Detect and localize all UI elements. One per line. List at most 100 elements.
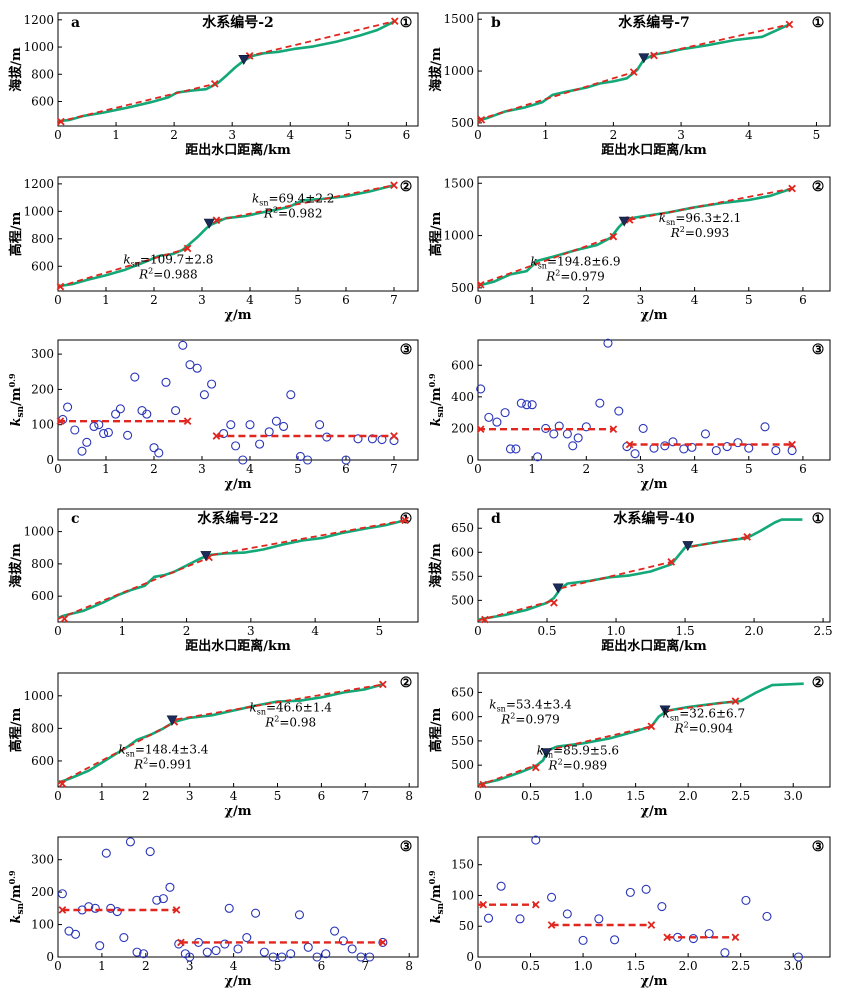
y-tick-label: 800 (31, 67, 54, 81)
x-tick-label: 2 (142, 789, 150, 803)
r2-r: R (264, 715, 274, 729)
ksn-point (295, 451, 305, 462)
panel-number: ① (812, 15, 825, 31)
r2-sup: 2 (274, 714, 279, 723)
ksn-point (178, 340, 188, 350)
knickpoint-marker (682, 541, 694, 552)
y-tick-label: 0 (46, 453, 54, 467)
r2-value: =0.904 (689, 722, 734, 736)
segment-end-cross (476, 280, 485, 289)
ksn-point (145, 847, 155, 857)
ksn-point (700, 429, 710, 439)
segment-end-cross (663, 933, 671, 942)
ksn-point (238, 455, 248, 465)
x-tick-label: 0 (474, 128, 482, 142)
ksn-point (741, 895, 751, 905)
panel-number: ③ (812, 342, 825, 358)
x-tick-label: 2 (582, 293, 590, 307)
knickpoint-marker (659, 705, 671, 716)
y-tick-label: 1000 (23, 689, 54, 703)
segment-end-cross (379, 938, 387, 947)
x-tick-label: 1 (102, 293, 110, 307)
panel-a-ksn: 0 1 2 3 4 5 6 7 0 100 200 300 χ/m ksn/m0.9 ③ (7, 339, 419, 492)
ksn-point (581, 422, 591, 432)
ksn-point (614, 406, 624, 416)
x-tick-label: 7 (361, 789, 369, 803)
x-tick-label: 4 (691, 462, 699, 476)
ksn-point (603, 338, 613, 348)
ksn-point (562, 429, 572, 439)
x-tick-label: 2.0 (745, 624, 764, 638)
r2-r: R (500, 712, 510, 726)
knickpoint-marker (238, 55, 250, 65)
plot-frame (477, 12, 831, 127)
segment-end-cross (177, 938, 185, 947)
r2-annotation: R2=0.989 (548, 757, 608, 772)
y-tick-label: 1500 (443, 176, 474, 190)
ksn-sub: sn (538, 261, 547, 270)
x-tick-label: 1 (528, 293, 536, 307)
x-axis-label: χ/m (640, 974, 667, 989)
ksn-value: =109.7±2.8 (140, 253, 214, 267)
panel-number: ② (400, 179, 413, 195)
ksn-point (251, 908, 261, 918)
x-tick-label: 0 (474, 959, 482, 973)
regression-fit-line (216, 184, 395, 222)
ksn-point (688, 933, 698, 944)
x-tick-label: 3 (677, 128, 685, 142)
x-tick-label: 2 (142, 959, 150, 973)
x-tick-label: 4 (246, 293, 254, 307)
panel-d-chi: 0 0.5 1.0 1.5 2.0 2.5 3.0 500 550 600 650 χ/m 高程/m ② k… (428, 672, 831, 819)
segment-end-cross (731, 697, 740, 705)
y-axis-label: ksn/m0.9 (427, 373, 446, 427)
ksn-point (224, 903, 234, 913)
ksn-point (242, 932, 252, 943)
ksn-annotation: ksn=96.3±2.1 (659, 211, 741, 227)
plot-frame (477, 508, 831, 623)
r2-value: =0.993 (685, 226, 729, 240)
ksn-sub: sn (131, 260, 140, 269)
ksn-point (185, 952, 195, 962)
r2-annotation: R2=0.991 (133, 757, 193, 772)
ksn-point (787, 445, 797, 456)
segment-end-cross (629, 68, 638, 76)
ylabel-k: k (9, 418, 24, 427)
ksn-value: =96.3±2.1 (675, 211, 741, 225)
panel-b-ksn: 0 1 2 3 4 5 6 0 200 400 600 χ/m ksn/m0.9 ③ (427, 338, 831, 492)
ksn-point (94, 420, 104, 430)
regression-fit-line (246, 20, 396, 58)
ylabel-sup: 0.9 (7, 373, 17, 387)
elevation-profile-line (57, 183, 395, 288)
ksn-point (294, 910, 305, 920)
ksn-point (192, 363, 202, 373)
x-tick-label: 1 (98, 789, 106, 803)
ksn-point (630, 449, 640, 459)
knickpoint-marker (552, 583, 564, 594)
r2-r: R (133, 758, 143, 772)
panel-number: ① (400, 15, 413, 31)
x-tick-label: 3 (186, 959, 194, 973)
ksn-point (505, 444, 516, 454)
x-tick-label: 3 (228, 128, 236, 142)
x-tick-label: 3 (637, 462, 645, 476)
ksn-k: k (659, 211, 666, 225)
x-tick-label: 5 (274, 959, 282, 973)
y-tick-label: 0 (466, 453, 474, 467)
ksn-sub: sn (497, 704, 506, 713)
ksn-point (99, 428, 109, 439)
x-tick-label: 3.0 (784, 789, 803, 803)
ksn-point (641, 884, 651, 894)
x-tick-label: 2.0 (679, 789, 698, 803)
knickpoint-marker (540, 748, 552, 759)
ksn-value: =46.6±1.4 (266, 700, 332, 714)
r2-sup: 2 (558, 757, 563, 766)
y-tick-label: 600 (31, 94, 54, 108)
ksn-point (149, 443, 159, 453)
y-axis-label: 海拔/m (428, 543, 444, 588)
regression-fit-line (477, 599, 555, 622)
ksn-point (226, 420, 236, 430)
r2-r: R (670, 226, 680, 240)
ksn-point (63, 402, 73, 412)
r2-value: =0.98 (279, 715, 316, 729)
